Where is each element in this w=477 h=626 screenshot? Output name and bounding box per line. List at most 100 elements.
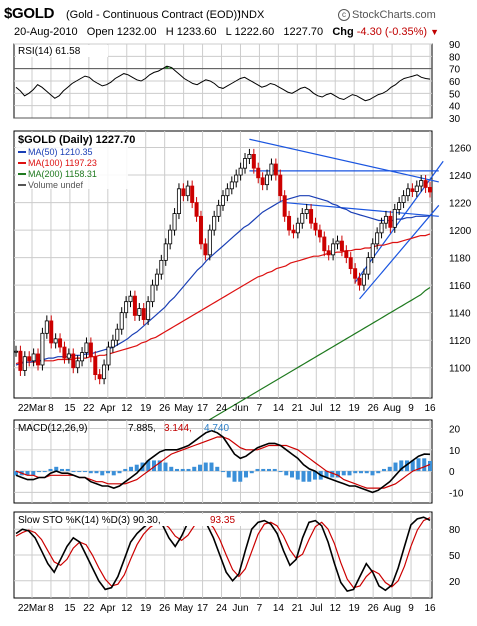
price-tick-label: 1180 [449, 254, 471, 265]
price-candle-body [234, 174, 239, 183]
price-candle-body [185, 185, 190, 197]
price-candle-body [40, 332, 45, 366]
macd-histogram-bar [244, 471, 248, 478]
macd-histogram-bar [14, 471, 18, 476]
price-candle-body [282, 195, 287, 217]
copyright-icon: c [338, 9, 350, 22]
x-axis-label-mid: 19 [140, 403, 152, 414]
price-candle-body [410, 188, 415, 192]
price-trendline [359, 204, 440, 300]
price-candle-body [269, 163, 274, 176]
x-axis-label-mid: 8 [48, 403, 54, 414]
price-candle-body [71, 353, 76, 369]
price-candle-body [207, 229, 212, 256]
x-axis-label-mid: 15 [64, 403, 76, 414]
price-candle-body [423, 180, 428, 188]
macd-histogram-bar [215, 466, 220, 472]
macd-tick-label: 0 [449, 467, 455, 478]
price-candle-body [106, 346, 111, 366]
price-candle-body [27, 356, 32, 362]
macd-histogram-bar [169, 466, 174, 472]
high-label: H [165, 26, 174, 38]
price-candle-body [194, 202, 199, 217]
macd-signal-value: 3.144, [164, 423, 192, 434]
macd-histogram-bar [157, 460, 162, 472]
macd-histogram-bar [255, 468, 260, 472]
macd-histogram-bar [393, 462, 398, 472]
macd-hist-value: 4.740 [204, 423, 229, 434]
sto-title-bg [16, 514, 248, 526]
price-candle-body [335, 240, 340, 245]
price-tick-label: 1140 [449, 309, 471, 320]
brand-name: StockCharts.com [352, 9, 436, 21]
price-candle-body [238, 167, 243, 176]
x-axis-label-mid: 26 [368, 403, 380, 414]
macd-histogram-bar [25, 471, 30, 476]
x-axis-label-bottom: 19 [349, 603, 361, 614]
instrument-name: (Gold - Continuous Contract (EOD)) [66, 9, 241, 21]
price-candle-body [150, 284, 155, 303]
price-candle-body [84, 342, 89, 353]
price-candle-body [110, 339, 115, 348]
macd-histogram-bar [382, 468, 386, 472]
macd-histogram-bar [54, 466, 59, 472]
rsi-tick-label: 30 [449, 114, 461, 125]
x-axis-label-bottom: 7 [257, 603, 263, 614]
price-legend-entry: MA(100) 1197.23 [28, 158, 97, 168]
macd-histogram-bar [31, 471, 36, 476]
price-candle-body [225, 188, 230, 197]
macd-histogram-bar [347, 471, 352, 476]
price-candle-body [212, 215, 217, 231]
rsi-title-bg [16, 45, 108, 57]
macd-histogram-bar [272, 468, 277, 472]
price-candle-body [128, 295, 133, 303]
macd-histogram-bar [186, 468, 191, 472]
price-candle-body [326, 250, 331, 256]
price-candle-body [220, 195, 225, 206]
macd-histogram-bar [163, 462, 168, 472]
x-axis-label-mid: Aug [383, 403, 401, 414]
price-candle-body [361, 273, 366, 286]
high-value: 1233.60 [176, 26, 217, 38]
price-candle-body [115, 328, 120, 341]
macd-histogram-bar [198, 464, 202, 472]
macd-histogram-bar [284, 471, 289, 476]
price-candle-body [344, 250, 349, 259]
macd-histogram-bar [65, 468, 70, 472]
macd-histogram-bar [267, 468, 271, 472]
macd-histogram-bar [370, 471, 375, 476]
macd-tick-label: 20 [449, 425, 461, 436]
x-axis-label-mid: 14 [273, 403, 285, 414]
price-legend-entry: MA(200) 1158.31 [28, 169, 97, 179]
macd-histogram-bar [428, 460, 432, 472]
price-candle-body [18, 350, 23, 371]
price-tick-label: 1120 [449, 336, 471, 347]
ma100-line [15, 233, 431, 365]
macd-histogram-bar [416, 458, 421, 472]
price-candle-body [146, 301, 151, 320]
price-tick-label: 1100 [449, 364, 471, 375]
macd-histogram-bar [100, 471, 105, 476]
x-axis-label-bottom: Jun [232, 603, 248, 614]
macd-histogram-bar [261, 468, 266, 472]
price-candle-body [80, 352, 85, 362]
macd-histogram-bar [336, 471, 340, 478]
x-axis-label-mid: Jul [310, 403, 323, 414]
chg-value: -4.30 (-0.35%) [356, 26, 428, 38]
price-tick-label: 1220 [449, 199, 472, 210]
price-legend-bg [16, 133, 128, 189]
x-axis-label-mid: 19 [349, 403, 361, 414]
price-candle-body [405, 188, 410, 197]
macd-title: MACD(12,26,9) [18, 423, 87, 434]
x-axis-label-bottom: Apr [100, 603, 116, 614]
macd-histogram-bar [307, 471, 312, 482]
macd-histogram-bar [83, 471, 87, 473]
price-candle-body [176, 188, 181, 214]
price-candle-body [53, 338, 58, 344]
x-axis-label-mid: 22 [83, 403, 95, 414]
macd-histogram-bar [364, 471, 369, 474]
macd-histogram-bar [301, 471, 306, 482]
down-triangle-icon: ▼ [430, 27, 440, 37]
low-value: 1222.60 [234, 26, 275, 38]
x-axis-label-bottom: 19 [140, 603, 152, 614]
